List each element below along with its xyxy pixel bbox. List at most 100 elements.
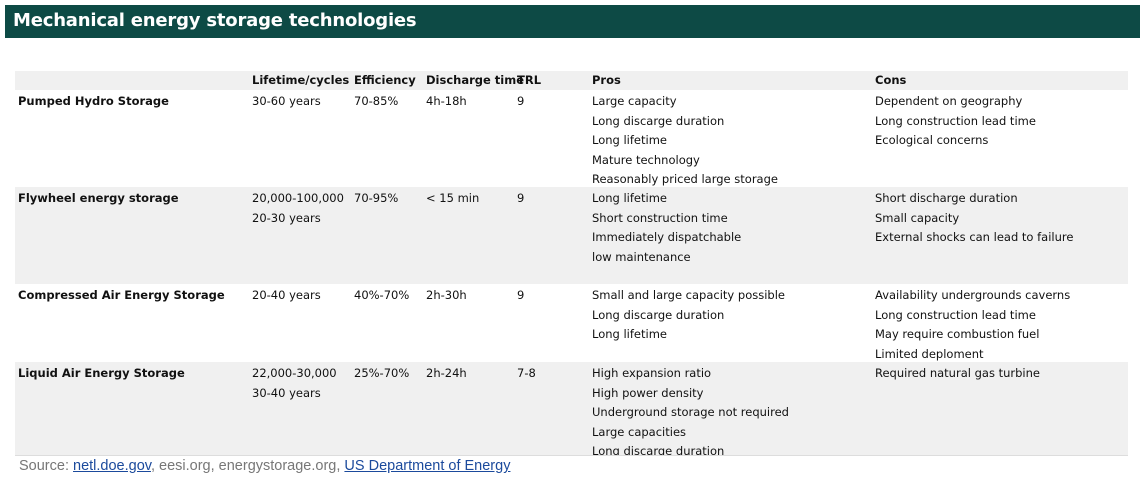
table-cell: 20-40 years: [252, 286, 321, 306]
cell-line: Availability undergrounds caverns: [875, 288, 1071, 302]
header-cell: Cons: [875, 73, 907, 87]
table-cell: < 15 min: [426, 189, 479, 209]
table-cell: Large capacity Long discarge duration Long…: [592, 92, 778, 190]
table-cell: Small and large capacity possible Long di…: [592, 286, 785, 345]
header-cell: Efficiency: [354, 73, 416, 87]
table-cell: 40%-70%: [354, 286, 409, 306]
table-row: Compressed Air Energy Storage 20-40 years…: [15, 284, 1128, 362]
cell-line: 70-85%: [354, 94, 399, 108]
table-cell: 9: [517, 189, 524, 209]
cell-line: May require combustion fuel: [875, 327, 1040, 341]
cell-line: 2h-24h: [426, 366, 467, 380]
cell-line: Immediately dispatchable: [592, 230, 742, 244]
cell-line: 22,000-30,000: [252, 366, 337, 380]
table-cell: Flywheel energy storage: [18, 189, 179, 209]
header-row: Lifetime/cycles Efficiency Discharge time T…: [15, 71, 1128, 90]
table-cell: Dependent on geography Long construction …: [875, 92, 1036, 151]
table-row: Liquid Air Energy Storage 22,000-30,000 30…: [15, 362, 1128, 455]
table-cell: Long lifetime Short construction time Imme…: [592, 189, 741, 267]
cell-line: Liquid Air Energy Storage: [18, 366, 185, 380]
cell-line: Dependent on geography: [875, 94, 1023, 108]
cell-line: Long discarge duration: [592, 307, 725, 322]
cell-line: 20-40 years: [252, 288, 321, 302]
cell-line: Large capacities: [592, 424, 687, 439]
table-cell: Pumped Hydro Storage: [18, 92, 169, 112]
table-cell: Required natural gas turbine: [875, 364, 1040, 384]
title-bar: Mechanical energy storage technologies: [5, 5, 1140, 38]
table-cell: 20,000-100,000 20-30 years: [252, 189, 344, 228]
source-link[interactable]: netl.doe.gov: [73, 458, 151, 474]
table: Lifetime/cycles Efficiency Discharge time T…: [15, 71, 1128, 455]
table-cell: 2h-24h: [426, 364, 467, 384]
cell-line: External shocks can lead to failure: [875, 230, 1074, 244]
cell-line: 30-40 years: [252, 385, 321, 400]
cell-line: High expansion ratio: [592, 366, 712, 380]
cell-line: Long lifetime: [592, 133, 667, 147]
cell-line: 9: [517, 191, 525, 205]
cell-line: Limited deploment: [875, 346, 984, 361]
cell-line: 20,000-100,000: [252, 191, 344, 205]
cell-line: Flywheel energy storage: [18, 191, 179, 205]
header-cell: Discharge time: [426, 73, 525, 87]
cell-line: 70-95%: [354, 191, 399, 205]
table-cell: 70-95%: [354, 189, 398, 209]
table-cell: 30-60 years: [252, 92, 321, 112]
cell-line: 7-8: [517, 366, 536, 380]
table-cell: Compressed Air Energy Storage: [18, 286, 225, 306]
cell-line: Mature technology: [592, 152, 700, 167]
source: Source: netl.doe.gov, eesi.org, energyst…: [19, 458, 510, 474]
source-text: eesi.org: [159, 458, 211, 474]
cell-line: Long lifetime: [592, 191, 667, 205]
header-cell: TRL: [517, 73, 542, 87]
table-row: Pumped Hydro Storage 30-60 years 70-85% 4h-…: [15, 90, 1128, 187]
cell-line: 9: [517, 94, 525, 108]
table-cell: 4h-18h: [426, 92, 467, 112]
cell-line: Reasonably priced large storage: [592, 172, 778, 186]
source-link[interactable]: US Department of Energy: [344, 458, 511, 474]
divider: [15, 455, 1128, 456]
cell-line: 2h-30h: [426, 288, 467, 302]
cell-line: High power density: [592, 385, 704, 400]
cell-line: Small capacity: [875, 210, 960, 225]
cell-line: < 15 min: [426, 191, 480, 205]
cell-line: Short discharge duration: [875, 191, 1018, 205]
cell-line: Long construction lead time: [875, 113, 1036, 128]
cell-line: 25%-70%: [354, 366, 410, 380]
separator: ,: [150, 458, 155, 474]
cell-line: Long lifetime: [592, 327, 667, 341]
table-cell: Short discharge duration Small capacity Ex…: [875, 189, 1073, 248]
table-cell: 22,000-30,000 30-40 years: [252, 364, 337, 403]
cell-line: Short construction time: [592, 210, 728, 225]
header-cell: Pros: [592, 73, 621, 87]
cell-line: Underground storage not required: [592, 405, 789, 419]
cell-line: Long discarge duration: [592, 444, 725, 455]
table-cell: Availability undergrounds caverns Long co…: [875, 286, 1070, 364]
cell-line: Pumped Hydro Storage: [18, 94, 169, 108]
table-cell: 2h-30h: [426, 286, 467, 306]
table-cell: Liquid Air Energy Storage: [18, 364, 185, 384]
title: Mechanical energy storage technologies: [13, 10, 417, 31]
cell-line: 30-60 years: [252, 94, 321, 108]
cell-line: 9: [517, 288, 525, 302]
table-cell: 9: [517, 92, 524, 112]
separator: ,: [336, 458, 341, 474]
cell-line: 40%-70%: [354, 288, 410, 302]
header-cell: Lifetime/cycles: [252, 73, 350, 87]
table-cell: 25%-70%: [354, 364, 409, 384]
table-cell: High expansion ratio High power density Un…: [592, 364, 789, 455]
cell-line: Small and large capacity possible: [592, 288, 785, 302]
cell-line: 20-30 years: [252, 210, 321, 225]
cell-line: Compressed Air Energy Storage: [18, 288, 225, 302]
source-text: energystorage.org: [218, 458, 337, 474]
cell-line: Required natural gas turbine: [875, 366, 1040, 380]
cell-line: 4h-18h: [426, 94, 467, 108]
cell-line: low maintenance: [592, 249, 691, 264]
table-row: Flywheel energy storage 20,000-100,000 20-…: [15, 187, 1128, 284]
source-label: Source:: [19, 458, 69, 474]
separator: ,: [210, 458, 215, 474]
table-cell: 9: [517, 286, 524, 306]
cell-line: Long construction lead time: [875, 307, 1036, 322]
cell-line: Ecological concerns: [875, 133, 989, 147]
cell-line: Long discarge duration: [592, 113, 725, 128]
